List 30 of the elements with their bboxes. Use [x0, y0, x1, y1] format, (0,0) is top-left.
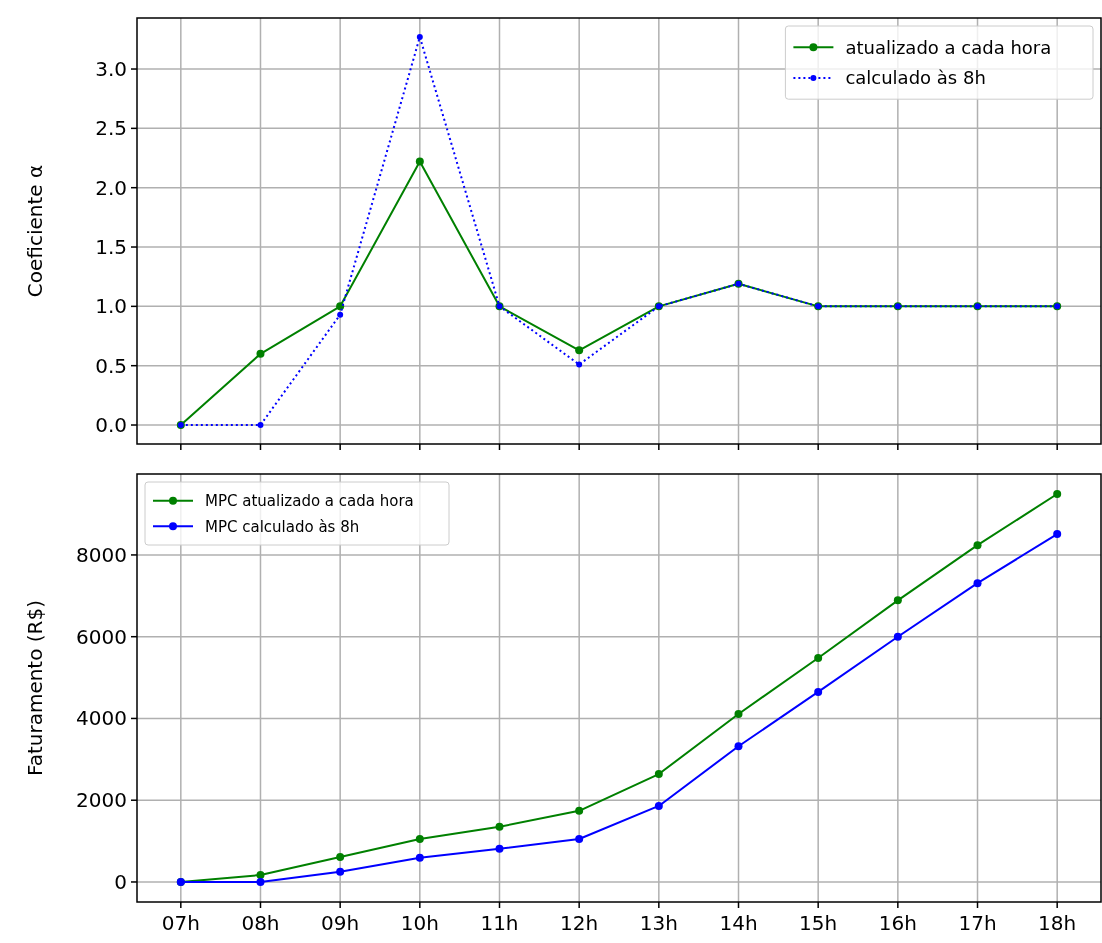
y-axis-title: Faturamento (R$)	[23, 599, 47, 777]
y-tick-label: 1.0	[95, 294, 127, 319]
y-tick-label: 8000	[76, 542, 127, 567]
x-tick-label: 18h	[1038, 911, 1077, 935]
x-tick-label: 13h	[639, 911, 678, 935]
y-tick-label: 0	[114, 869, 127, 894]
x-tick-label: 16h	[878, 911, 917, 935]
x-tick-label: 08h	[241, 911, 280, 935]
legend-label: atualizado a cada hora	[845, 36, 1052, 58]
legend-label: calculado às 8h	[845, 67, 986, 89]
x-tick-label: 09h	[321, 911, 360, 935]
legend-label: MPC atualizado a cada hora	[205, 492, 414, 510]
x-tick-label: 12h	[560, 911, 599, 935]
y-tick-label: 2.0	[95, 175, 127, 200]
y-tick-label: 2.5	[95, 116, 127, 141]
x-tick-label: 10h	[400, 911, 439, 935]
y-tick-label: 4000	[76, 706, 127, 731]
x-tick-label: 17h	[958, 911, 997, 935]
y-tick-label: 1.5	[95, 235, 127, 260]
y-axis-title: Coeficiente α	[23, 164, 47, 298]
x-tick-label: 14h	[719, 911, 758, 935]
y-tick-label: 2000	[76, 788, 127, 813]
x-tick-label: 11h	[480, 911, 519, 935]
x-tick-label: 15h	[799, 911, 838, 935]
x-tick-label: 07h	[161, 911, 200, 935]
legend-label: MPC calculado às 8h	[205, 517, 360, 536]
y-tick-label: 0.0	[95, 413, 127, 438]
y-tick-label: 0.5	[95, 353, 127, 378]
y-tick-label: 3.0	[95, 57, 127, 82]
y-tick-label: 6000	[76, 624, 127, 649]
